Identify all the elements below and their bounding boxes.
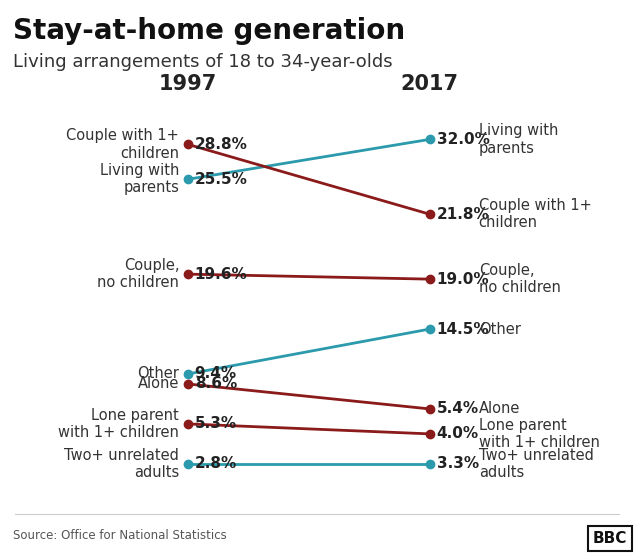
Text: 14.5%: 14.5% — [436, 321, 490, 336]
Text: 5.3%: 5.3% — [195, 416, 237, 431]
Text: Living with
parents: Living with parents — [479, 123, 558, 156]
Text: 19.6%: 19.6% — [195, 267, 248, 282]
Text: Other: Other — [138, 366, 179, 381]
Text: Source: Office for National Statistics: Source: Office for National Statistics — [13, 529, 227, 542]
Text: 5.4%: 5.4% — [436, 401, 479, 416]
Text: Living with
parents: Living with parents — [100, 163, 179, 196]
Text: BBC: BBC — [593, 531, 627, 546]
Text: Two+ unrelated
adults: Two+ unrelated adults — [64, 448, 179, 480]
Text: Lone parent
with 1+ children: Lone parent with 1+ children — [479, 418, 600, 450]
Text: 3.3%: 3.3% — [436, 456, 479, 471]
Text: 9.4%: 9.4% — [195, 366, 237, 381]
Text: 25.5%: 25.5% — [195, 172, 248, 187]
Text: Couple,
no children: Couple, no children — [479, 263, 561, 295]
Text: Lone parent
with 1+ children: Lone parent with 1+ children — [58, 408, 179, 440]
Text: Other: Other — [479, 321, 520, 336]
Text: 32.0%: 32.0% — [436, 132, 490, 147]
Text: Two+ unrelated
adults: Two+ unrelated adults — [479, 448, 593, 480]
Text: 4.0%: 4.0% — [436, 426, 479, 441]
Text: 21.8%: 21.8% — [436, 207, 490, 222]
Text: 19.0%: 19.0% — [436, 272, 490, 287]
Text: Alone: Alone — [479, 401, 520, 416]
Text: 1997: 1997 — [159, 75, 217, 95]
Text: Alone: Alone — [138, 376, 179, 391]
Text: 28.8%: 28.8% — [195, 137, 248, 152]
Text: Couple with 1+
children: Couple with 1+ children — [67, 128, 179, 161]
Text: Stay-at-home generation: Stay-at-home generation — [13, 17, 405, 44]
Text: 2017: 2017 — [401, 75, 459, 95]
Text: Couple with 1+
children: Couple with 1+ children — [479, 198, 591, 230]
Text: 2.8%: 2.8% — [195, 456, 237, 471]
Text: Couple,
no children: Couple, no children — [97, 258, 179, 290]
Text: Living arrangements of 18 to 34-year-olds: Living arrangements of 18 to 34-year-old… — [13, 53, 392, 71]
Text: 8.6%: 8.6% — [195, 376, 237, 391]
